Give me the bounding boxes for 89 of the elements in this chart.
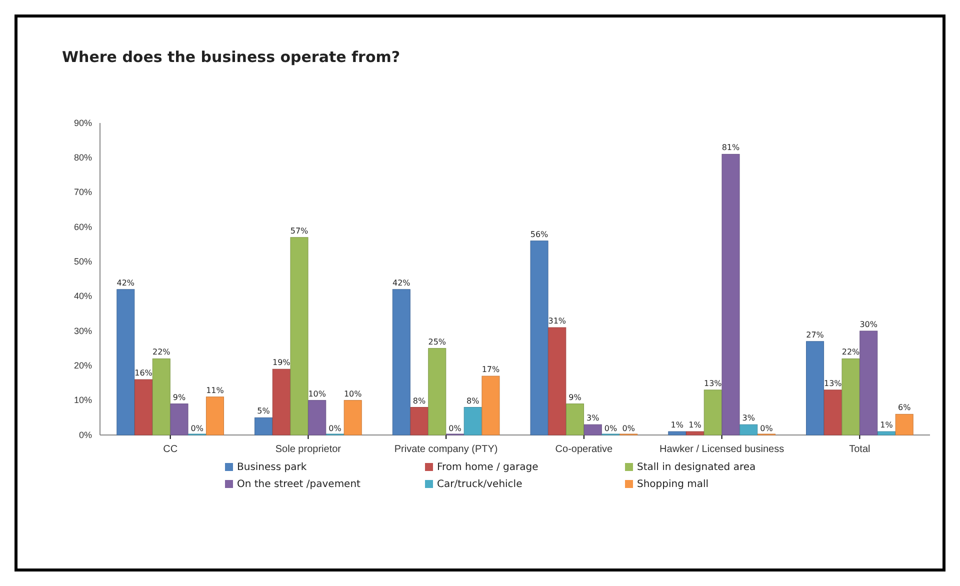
legend-label: From home / garage bbox=[437, 462, 538, 473]
data-label: 5% bbox=[257, 406, 270, 416]
x-tick-label: Co-operative bbox=[555, 444, 613, 456]
bar bbox=[272, 368, 290, 436]
data-label: 9% bbox=[568, 392, 582, 402]
bar bbox=[254, 417, 273, 436]
bar bbox=[824, 390, 842, 436]
data-label: 8% bbox=[412, 396, 426, 406]
bar bbox=[548, 327, 566, 436]
bar bbox=[428, 348, 446, 436]
legend-label: Business park bbox=[237, 462, 307, 473]
bar bbox=[704, 390, 722, 436]
bar bbox=[877, 431, 896, 436]
bar bbox=[392, 289, 410, 436]
x-tick-label: Sole proprietor bbox=[275, 444, 342, 456]
bar bbox=[308, 400, 326, 436]
data-label: 1% bbox=[880, 420, 894, 430]
data-label: 10% bbox=[344, 389, 362, 398]
data-label: 13% bbox=[824, 378, 842, 388]
data-label: 56% bbox=[530, 230, 549, 239]
y-tick-label: 30% bbox=[74, 326, 92, 336]
data-label: 0% bbox=[448, 424, 462, 433]
x-tick-label: CC bbox=[163, 444, 178, 456]
data-label: 17% bbox=[482, 365, 500, 374]
y-tick-label: 80% bbox=[74, 152, 92, 163]
bar bbox=[116, 289, 135, 436]
bar bbox=[722, 154, 740, 436]
data-label: 81% bbox=[722, 143, 740, 152]
x-tick-label: Total bbox=[849, 444, 870, 456]
data-label: 42% bbox=[392, 278, 411, 288]
y-tick-label: 20% bbox=[74, 360, 92, 371]
data-label: 57% bbox=[290, 226, 309, 236]
x-tick-label: Private company (PTY) bbox=[394, 444, 498, 456]
bar bbox=[170, 404, 188, 436]
legend-label: Shopping mall bbox=[637, 479, 709, 490]
bar bbox=[806, 341, 824, 436]
bar bbox=[530, 240, 548, 436]
chart-title: Where does the business operate from? bbox=[62, 48, 400, 66]
y-tick-label: 60% bbox=[74, 222, 92, 232]
bar bbox=[134, 379, 153, 436]
y-tick-label: 10% bbox=[74, 395, 92, 406]
data-label: 10% bbox=[308, 389, 326, 398]
data-label: 6% bbox=[898, 403, 912, 412]
y-tick-label: 50% bbox=[74, 256, 92, 267]
data-label: 22% bbox=[842, 348, 860, 357]
data-label: 25% bbox=[428, 337, 446, 346]
bar bbox=[206, 396, 224, 436]
data-label: 1% bbox=[670, 420, 684, 430]
data-label: 27% bbox=[806, 330, 824, 340]
legend-label: On the street /pavement bbox=[237, 479, 361, 490]
data-label: 3% bbox=[742, 414, 756, 423]
bar bbox=[566, 404, 584, 436]
bar bbox=[152, 358, 170, 436]
data-label: 9% bbox=[172, 392, 186, 402]
data-label: 0% bbox=[190, 424, 204, 433]
data-label: 0% bbox=[604, 424, 618, 433]
legend-label: Stall in designated area bbox=[637, 462, 756, 473]
bar bbox=[895, 414, 914, 436]
y-tick-label: 90% bbox=[74, 118, 92, 128]
bar bbox=[464, 407, 482, 436]
data-label: 0% bbox=[328, 424, 342, 433]
data-label: 1% bbox=[688, 420, 702, 430]
bar bbox=[842, 358, 860, 436]
data-label: 22% bbox=[152, 348, 171, 357]
data-label: 13% bbox=[704, 378, 722, 388]
data-label: 19% bbox=[272, 358, 291, 368]
y-tick-label: 70% bbox=[74, 187, 92, 198]
bar bbox=[410, 407, 428, 436]
bar bbox=[584, 424, 602, 436]
x-tick-label: Hawker / Licensed business bbox=[660, 444, 784, 456]
y-tick-label: 0% bbox=[78, 430, 92, 440]
bar bbox=[482, 376, 500, 436]
bar bbox=[686, 431, 704, 436]
legend-label: Car/truck/vehicle bbox=[437, 479, 522, 490]
bar bbox=[344, 400, 362, 436]
bar bbox=[290, 237, 308, 436]
data-label: 16% bbox=[134, 368, 153, 378]
data-label: 31% bbox=[548, 316, 566, 326]
data-label: 3% bbox=[586, 414, 600, 423]
y-tick-label: 40% bbox=[74, 291, 92, 302]
data-label: 0% bbox=[760, 424, 774, 433]
bar bbox=[668, 431, 686, 436]
data-label: 8% bbox=[466, 396, 480, 406]
data-label: 30% bbox=[860, 320, 878, 329]
data-label: 42% bbox=[116, 278, 135, 288]
bar bbox=[740, 424, 758, 436]
data-label: 0% bbox=[622, 424, 636, 433]
data-label: 11% bbox=[206, 386, 224, 395]
bar bbox=[860, 330, 878, 436]
